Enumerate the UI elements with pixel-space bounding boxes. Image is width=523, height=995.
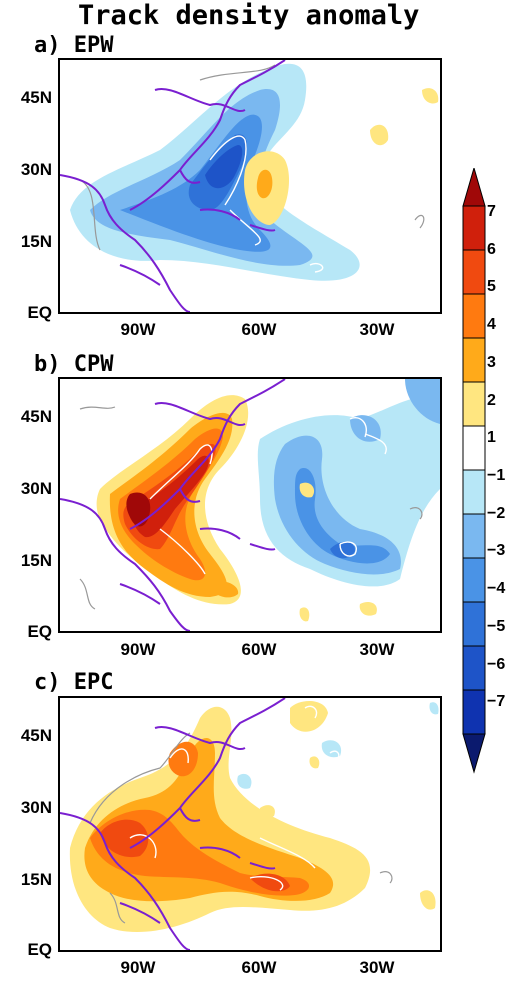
lat-label-45n-c: 45N <box>20 726 52 745</box>
colorbar-tick-label: −7 <box>487 693 506 711</box>
colorbar-box <box>462 689 486 735</box>
colorbar-top-arrow <box>462 168 486 207</box>
colorbar-box <box>462 425 486 471</box>
lon-label-60w-c: 60W <box>241 958 277 977</box>
lat-label-30n-b: 30N <box>20 479 52 498</box>
colorbar-tick-label: 6 <box>487 240 496 258</box>
colorbar-tick-label: 1 <box>487 429 496 447</box>
colorbar-box <box>462 205 486 251</box>
colorbar-box <box>462 469 486 515</box>
lat-label-30n-c: 30N <box>20 798 52 817</box>
lat-label-30n-a: 30N <box>20 160 52 179</box>
lon-label-90w-b: 90W <box>120 640 156 659</box>
colorbar-bottom-arrow <box>462 733 486 774</box>
lat-label-15n-a: 15N <box>20 232 52 251</box>
lon-label-60w-b: 60W <box>241 640 277 659</box>
lon-label-30w-b: 30W <box>359 640 395 659</box>
lon-label-30w-a: 30W <box>359 320 395 339</box>
lon-label-60w-a: 60W <box>241 320 277 339</box>
figure-title: Track density anomaly <box>78 0 420 31</box>
lat-label-45n-a: 45N <box>20 88 52 107</box>
panel-c-label: c) EPC <box>34 670 114 695</box>
colorbar-tick-label: −5 <box>487 617 506 635</box>
colorbar-box <box>462 293 486 339</box>
lon-label-90w-c: 90W <box>120 958 156 977</box>
panel-a-label: a) EPW <box>34 33 114 58</box>
colorbar <box>462 168 486 774</box>
lat-label-eq-a: EQ <box>27 303 52 322</box>
panel-a-map <box>58 58 442 314</box>
colorbar-box <box>462 337 486 383</box>
lon-label-90w-a: 90W <box>120 320 156 339</box>
panel-c-map <box>58 696 442 952</box>
panel-b-map <box>58 377 442 633</box>
colorbar-box <box>462 381 486 427</box>
colorbar-tick-label: 2 <box>487 391 496 409</box>
colorbar-box <box>462 557 486 603</box>
colorbar-tick-label: −4 <box>487 580 506 598</box>
lat-label-eq-b: EQ <box>27 622 52 641</box>
colorbar-tick-label: 3 <box>487 353 496 371</box>
colorbar-tick-label: −6 <box>487 655 506 673</box>
colorbar-box <box>462 249 486 295</box>
panel-c-plot <box>60 698 439 950</box>
lat-label-15n-b: 15N <box>20 551 52 570</box>
lat-label-eq-c: EQ <box>27 940 52 959</box>
colorbar-tick-label: 4 <box>487 316 496 334</box>
colorbar-tick-label: −3 <box>487 542 506 560</box>
panel-b-plot <box>60 379 440 631</box>
lat-label-15n-c: 15N <box>20 870 52 889</box>
colorbar-tick-label: −2 <box>487 504 506 522</box>
colorbar-tick-label: −1 <box>487 467 506 484</box>
lat-label-45n-b: 45N <box>20 407 52 426</box>
colorbar-tick-label: 7 <box>487 203 496 220</box>
colorbar-box <box>462 513 486 559</box>
panel-b-label: b) CPW <box>34 352 114 377</box>
colorbar-box <box>462 645 486 691</box>
lon-label-30w-c: 30W <box>359 958 395 977</box>
colorbar-box <box>462 601 486 647</box>
colorbar-tick-label: 5 <box>487 278 496 296</box>
panel-a-plot <box>60 60 439 312</box>
